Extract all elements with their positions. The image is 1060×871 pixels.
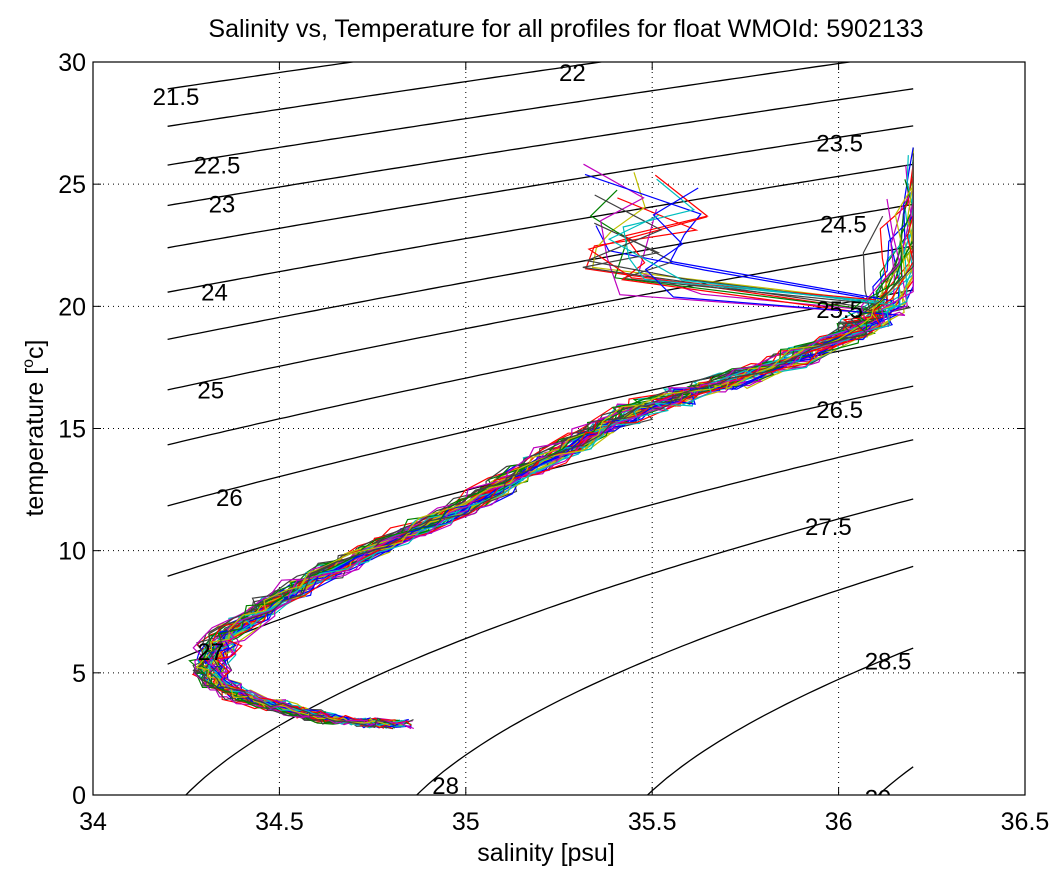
density-contour-label: 23.5 [816, 131, 863, 158]
profile-line [207, 214, 897, 727]
density-contour-label: 24 [201, 280, 228, 307]
profile-line [207, 162, 914, 727]
x-tick-label: 35 [452, 808, 480, 836]
density-contour-line [167, 88, 914, 207]
y-tick-labels: 0 5 10 15 20 25 30 [58, 49, 86, 810]
density-contour-labels: 21.5 22 22.5 23 23.5 24 24.5 25 25.5 26 26.5 27 27.5… [153, 60, 912, 812]
x-tick-label: 34.5 [255, 808, 304, 836]
y-tick-label: 5 [72, 660, 86, 688]
density-contour-line [167, 203, 914, 341]
density-contour-line [167, 62, 854, 166]
density-contour-line [167, 62, 606, 127]
profile-line [214, 193, 914, 729]
profile-lines [188, 147, 914, 730]
y-tick-label: 25 [58, 171, 86, 199]
density-contour-label: 22.5 [194, 153, 241, 180]
density-contour-line [646, 647, 914, 795]
density-contour-label: 22 [559, 60, 586, 87]
density-contour-label: 23 [209, 192, 236, 219]
density-contour-label: 24.5 [820, 211, 867, 238]
density-contour-label: 25.5 [816, 297, 863, 324]
density-contour-label: 28.5 [865, 649, 912, 676]
y-tick-label: 0 [72, 782, 86, 810]
density-contour-line [167, 62, 357, 90]
y-tick-label: 30 [58, 49, 86, 77]
axis-ticks [92, 61, 1026, 796]
density-contour-label: 29 [865, 785, 892, 812]
density-contour-line [167, 439, 914, 665]
density-contour-line [415, 565, 914, 795]
x-tick-label: 36.5 [1001, 808, 1050, 836]
chart-title: Salinity vs, Temperature for all profile… [208, 15, 923, 43]
density-contour-line [167, 125, 914, 249]
density-contour-line [167, 163, 914, 293]
density-contour-label: 27 [197, 639, 224, 666]
density-contour-label: 26.5 [816, 397, 863, 424]
y-axis-label: temperature [oc] [20, 339, 49, 516]
density-contour-label: 27.5 [805, 514, 852, 541]
density-contour-line [167, 289, 914, 446]
density-contour-line [185, 498, 914, 795]
profile-line [208, 153, 914, 729]
x-tick-label: 36 [825, 808, 853, 836]
x-tick-labels: 34 34.5 35 35.5 36 36.5 [79, 808, 1049, 836]
density-contour-label: 28 [432, 773, 459, 800]
y-tick-label: 15 [58, 416, 86, 444]
density-contour-line [167, 245, 914, 391]
x-axis-label: salinity [psu] [477, 839, 615, 867]
density-contour-label: 26 [216, 485, 243, 512]
x-tick-label: 34 [79, 808, 107, 836]
density-contour-label: 25 [197, 377, 224, 404]
y-tick-label: 20 [58, 293, 86, 321]
x-tick-label: 35.5 [628, 808, 677, 836]
y-tick-label: 10 [58, 538, 86, 566]
density-contour-label: 21.5 [153, 84, 200, 111]
